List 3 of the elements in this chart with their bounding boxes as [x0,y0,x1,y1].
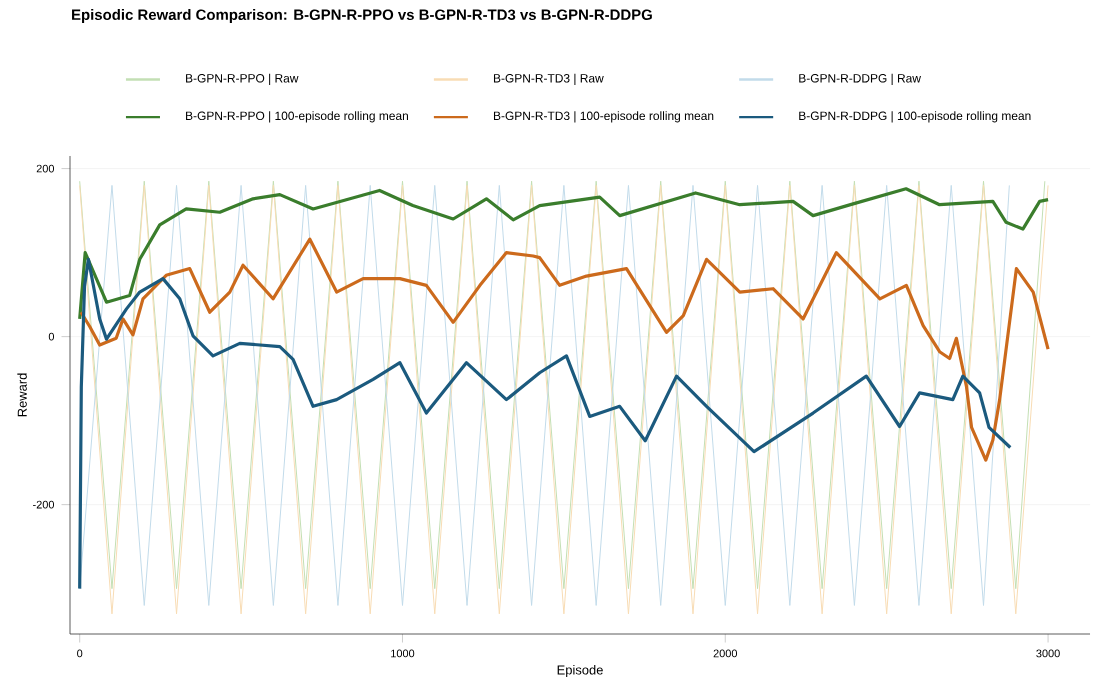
line-series [78,257,1012,591]
line-series [79,237,1050,462]
line-series [78,187,1050,321]
